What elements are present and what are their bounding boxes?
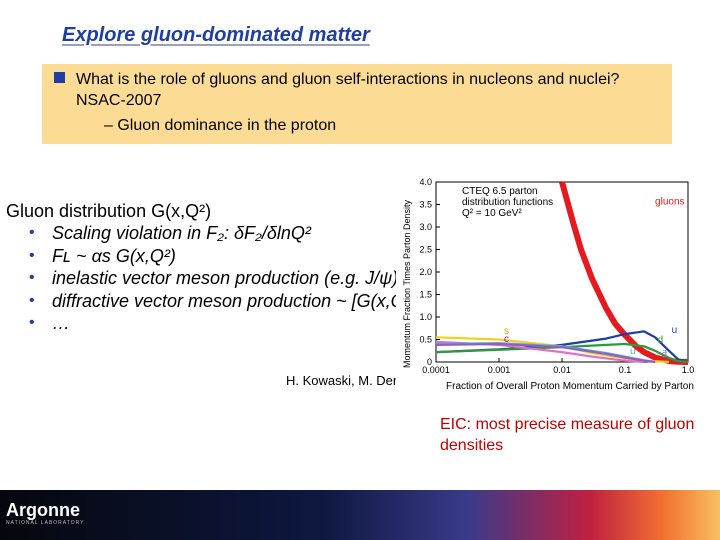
- plot-area: 0 0.5 1.0 1.5 2.0 2.5 3.0 3.5 4.0 0.0001 0.001 0.01…: [419, 177, 694, 375]
- x-tick-label: 1.0: [682, 365, 695, 375]
- slide-title: Explore gluon-dominated matter: [62, 24, 370, 46]
- parton-density-chart: Momentum Fraction Times Parton Density F…: [396, 174, 700, 408]
- square-bullet-icon: [54, 72, 65, 83]
- legend-line: distribution functions: [462, 197, 553, 208]
- footer-bar: Argonne NATIONAL LABORATORY: [0, 490, 720, 540]
- y-tick-label: 2.0: [419, 267, 432, 277]
- y-tick-label: 3.0: [419, 222, 432, 232]
- y-tick-label: 3.5: [419, 200, 432, 210]
- y-tick-label: 1.0: [419, 312, 432, 322]
- list-item: • diffractive vector meson production ~ […: [29, 290, 428, 311]
- eic-statement: EIC: most precise measure of gluon densi…: [440, 416, 695, 454]
- curve-label: c: [504, 334, 509, 345]
- chart-background: [396, 174, 700, 408]
- y-tick-label: 4.0: [419, 177, 432, 187]
- x-tick-label: 0.01: [553, 365, 571, 375]
- x-axis-label: Fraction of Overall Proton Momentum Carr…: [446, 381, 694, 392]
- list-item: • inelastic vector meson production (e.g.…: [29, 268, 399, 288]
- argonne-logo: Argonne: [6, 500, 80, 520]
- curve-label: u: [672, 325, 678, 336]
- bullet-icon: •: [29, 224, 35, 241]
- legend-line: CTEQ 6.5 parton: [462, 186, 538, 197]
- y-axis-label: Momentum Fraction Times Parton Density: [402, 199, 412, 368]
- method-list: • Scaling violation in F₂: δF₂/δlnQ² • Fʟ …: [6, 222, 428, 335]
- y-tick-label: 2.5: [419, 245, 432, 255]
- x-tick-label: 0.001: [488, 365, 511, 375]
- list-item: •…: [29, 313, 70, 333]
- credit-text: H. Kowaski, M. Derrick: [286, 373, 418, 388]
- question-box: What is the role of gluons and gluon sel…: [42, 64, 672, 144]
- argonne-logo-subtitle: NATIONAL LABORATORY: [6, 520, 85, 526]
- gluon-distribution-block: Gluon distribution G(x,Q²) • Scaling viol…: [6, 200, 428, 335]
- question-subpoint: – Gluon dominance in the proton: [104, 117, 337, 134]
- curve-label: d: [658, 335, 664, 346]
- list-item: • Scaling violation in F₂: δF₂/δlnQ²: [29, 223, 311, 243]
- curve-label: ū: [630, 346, 636, 357]
- gluon-distribution-heading: Gluon distribution G(x,Q²): [6, 201, 212, 221]
- chart-legend-box: CTEQ 6.5 parton distribution functions Q…: [462, 186, 553, 219]
- bullet-icon: •: [29, 314, 35, 331]
- question-text: What is the role of gluons and gluon sel…: [76, 71, 620, 109]
- curve-label: d̄: [662, 350, 668, 361]
- bullet-icon: •: [29, 269, 35, 286]
- x-tick-label: 0.1: [619, 365, 632, 375]
- y-tick-label: 1.5: [419, 290, 432, 300]
- list-item: • Fʟ ~ αs G(x,Q²): [29, 245, 176, 266]
- y-tick-label: 0.5: [419, 335, 432, 345]
- curve-label: s: [504, 326, 509, 337]
- legend-line: Q² = 10 GeV²: [462, 208, 522, 219]
- curve-label: gluons: [655, 197, 684, 208]
- bullet-icon: •: [29, 291, 35, 309]
- series-line: [435, 342, 656, 364]
- series-line: [435, 330, 689, 364]
- bullet-icon: •: [29, 246, 35, 264]
- y-tick-label: 0: [427, 357, 432, 367]
- x-tick-label: 0.0001: [422, 365, 450, 375]
